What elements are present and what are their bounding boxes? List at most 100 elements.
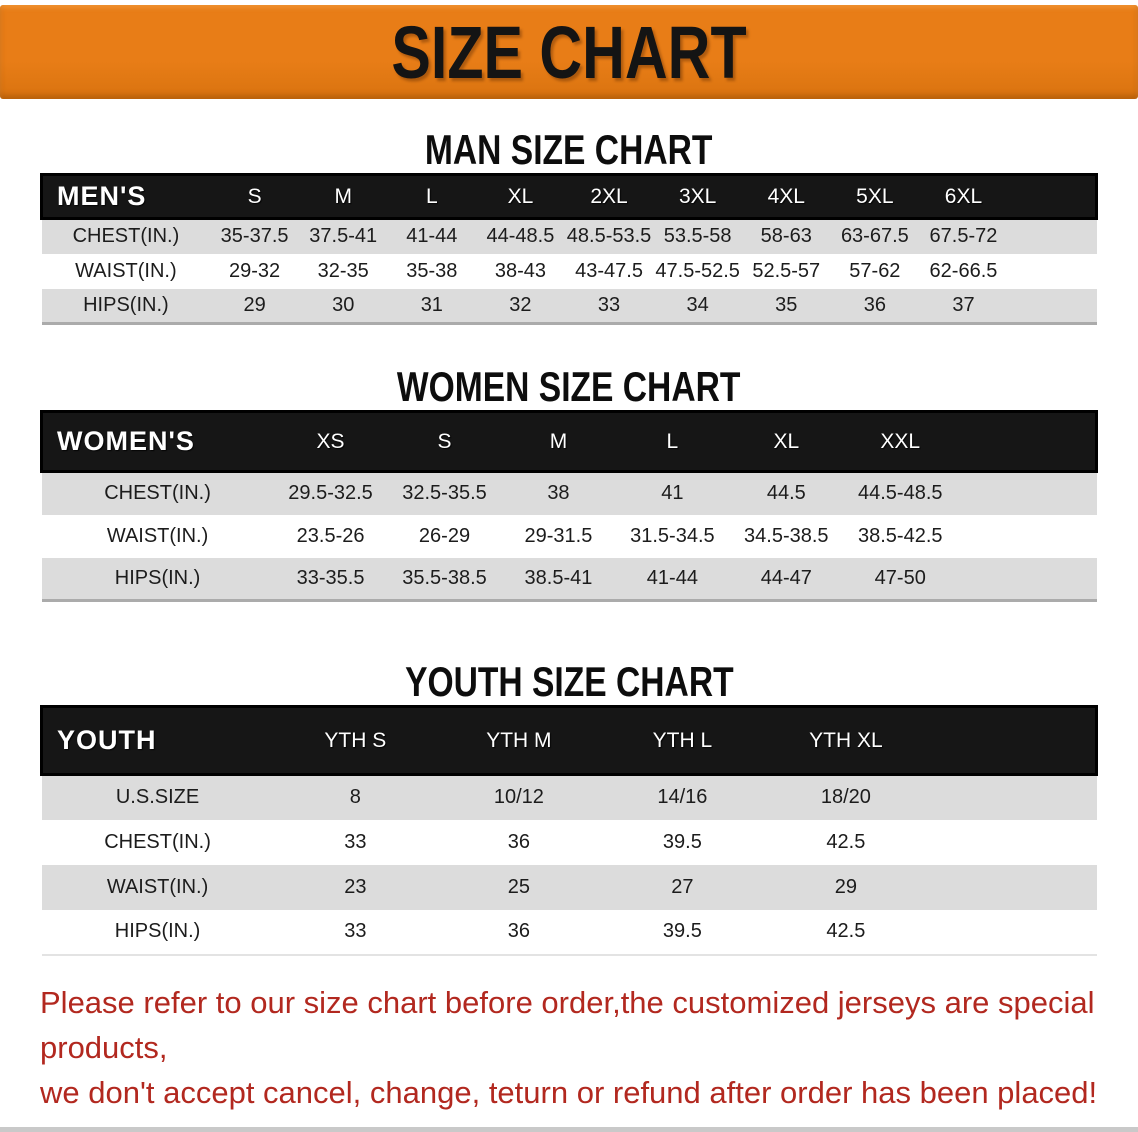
measurement-row: CHEST(IN.) 33 36 39.5 42.5	[41, 819, 1097, 865]
measurement-value: 38.5-41	[524, 566, 593, 589]
filler-cell	[1008, 175, 1097, 219]
row-label: CHEST(IN.)	[104, 830, 211, 853]
measurement-value: 48.5-53.5	[566, 225, 652, 248]
measurement-value: 44-47	[760, 566, 812, 589]
row-label: CHEST(IN.)	[72, 225, 180, 248]
filler-cell	[928, 910, 1097, 955]
measurement-value: 39.5	[662, 920, 702, 942]
measurement-row: CHEST(IN.) 35-37.5 37.5-41 41-44 44-48.5 48.5…	[41, 218, 1097, 254]
measurement-value: 63-67.5	[840, 225, 909, 248]
row-label: WAIST(IN.)	[106, 875, 209, 898]
size-table-header-row: WOMEN'S XS S M L XL XXL	[41, 411, 1097, 472]
size-column-header: YTH S	[324, 728, 387, 752]
women-section-heading: WOMEN SIZE CHART	[0, 364, 1138, 410]
table-title: WOMEN'S	[57, 426, 195, 456]
men-section-heading-text: MAN SIZE CHART	[425, 126, 713, 173]
measurement-value: 39.5	[662, 830, 702, 853]
measurement-value: 47-50	[874, 566, 926, 589]
row-label: WAIST(IN.)	[75, 259, 177, 282]
measurement-value: 29.5-32.5	[288, 482, 373, 505]
measurement-value: 26-29	[418, 524, 471, 547]
measurement-value: 34	[686, 293, 709, 316]
table-title: MEN'S	[57, 181, 147, 211]
measurement-value: 38-43	[494, 259, 546, 282]
measurement-value: 25	[507, 875, 530, 898]
row-label: HIPS(IN.)	[114, 566, 201, 589]
filler-cell	[957, 515, 1096, 558]
filler-cell	[957, 412, 1096, 472]
size-column-header: M	[549, 429, 568, 453]
measurement-value: 29-31.5	[524, 524, 593, 547]
measurement-value: 41-44	[646, 566, 698, 589]
men-size-chart-section: MAN SIZE CHART MEN'S S M L XL 2XL 3XL 4XL 5XL 6XL…	[0, 127, 1138, 325]
women-section-heading-text: WOMEN SIZE CHART	[397, 363, 741, 410]
women-size-chart-section: WOMEN SIZE CHART WOMEN'S XS S M L XL XXL CHEST(…	[0, 364, 1138, 602]
youth-section-heading-text: YOUTH SIZE CHART	[404, 658, 734, 705]
filler-cell	[957, 558, 1096, 601]
measurement-value: 30	[332, 293, 355, 316]
measurement-row: HIPS(IN.) 33 36 39.5 42.5	[41, 909, 1097, 955]
measurement-value: 33	[597, 293, 621, 316]
footnote-line-2: we don't accept cancel, change, teturn o…	[40, 1074, 1098, 1110]
size-column-header: XXL	[880, 429, 921, 453]
measurement-value: 29-32	[229, 259, 281, 282]
size-column-header: L	[425, 184, 438, 208]
filler-cell	[928, 775, 1097, 820]
measurement-value: 35	[775, 293, 798, 316]
measurement-value: 34.5-38.5	[744, 524, 829, 547]
size-column-header: YTH M	[486, 728, 552, 752]
measurement-value: 31.5-34.5	[630, 524, 715, 547]
measurement-value: 23	[344, 875, 367, 898]
filler-cell	[928, 820, 1097, 865]
measurement-value: 33-35.5	[296, 566, 365, 589]
measurement-value: 38.5-42.5	[857, 524, 943, 547]
men-size-table: MEN'S S M L XL 2XL 3XL 4XL 5XL 6XL CHEST(IN.) 35-37…	[40, 173, 1098, 325]
measurement-value: 41-44	[406, 225, 458, 248]
size-column-header: L	[666, 429, 679, 453]
measurement-value: 37	[952, 293, 975, 316]
measurement-value: 44.5-48.5	[857, 482, 943, 505]
measurement-row: WAIST(IN.) 29-32 32-35 35-38 38-43 43-47.5 47.…	[41, 253, 1097, 289]
measurement-value: 32-35	[317, 259, 369, 282]
measurement-value: 31	[420, 293, 443, 316]
measurement-value: 33	[344, 920, 367, 942]
filler-cell	[928, 865, 1097, 910]
row-label: U.S.SIZE	[115, 786, 200, 809]
table-title: YOUTH	[57, 725, 157, 755]
filler-cell	[1008, 289, 1097, 324]
row-label: HIPS(IN.)	[83, 293, 169, 316]
filler-cell	[1008, 254, 1097, 289]
size-column-header: 5XL	[856, 184, 894, 208]
measurement-value: 32	[509, 293, 532, 316]
measurement-value: 29	[834, 875, 858, 898]
row-label: WAIST(IN.)	[106, 524, 209, 547]
measurement-value: 29	[243, 293, 266, 316]
bottom-edge-strip	[0, 1127, 1138, 1132]
measurement-value: 67.5-72	[929, 225, 998, 248]
measurement-value: 47.5-52.5	[655, 259, 740, 282]
size-column-header: 2XL	[590, 184, 628, 208]
measurement-value: 36	[863, 293, 886, 316]
size-table-header-row: YOUTH YTH S YTH M YTH L YTH XL	[41, 706, 1097, 775]
footnote-line-1: Please refer to our size chart before or…	[40, 984, 1095, 1065]
measurement-value: 27	[671, 875, 694, 898]
banner: SIZE CHART	[0, 5, 1138, 99]
size-column-header: XL	[507, 184, 534, 208]
measurement-value: 62-66.5	[929, 259, 998, 282]
youth-size-chart-section: YOUTH SIZE CHART YOUTH YTH S YTH M YTH L YTH…	[0, 659, 1138, 956]
size-table-header-row: MEN'S S M L XL 2XL 3XL 4XL 5XL 6XL	[41, 174, 1097, 219]
footnote: Please refer to our size chart before or…	[40, 980, 1098, 1115]
measurement-value: 38	[547, 482, 570, 505]
measurement-value: 35-37.5	[220, 225, 289, 248]
size-column-header: YTH XL	[809, 728, 883, 752]
measurement-value: 33	[344, 830, 367, 853]
women-size-table: WOMEN'S XS S M L XL XXL CHEST(IN.) 29.5-32.5 32.5…	[40, 410, 1098, 602]
measurement-row: HIPS(IN.) 33-35.5 35.5-38.5 38.5-41 41-44 44-…	[41, 557, 1097, 601]
measurement-value: 44-48.5	[486, 225, 555, 248]
measurement-value: 37.5-41	[309, 225, 378, 248]
measurement-row: CHEST(IN.) 29.5-32.5 32.5-35.5 38 41 44.5 44.5…	[41, 471, 1097, 515]
size-column-header: 3XL	[678, 184, 717, 208]
row-label: CHEST(IN.)	[104, 482, 211, 505]
measurement-value: 36	[507, 920, 530, 942]
youth-section-heading: YOUTH SIZE CHART	[0, 659, 1138, 705]
